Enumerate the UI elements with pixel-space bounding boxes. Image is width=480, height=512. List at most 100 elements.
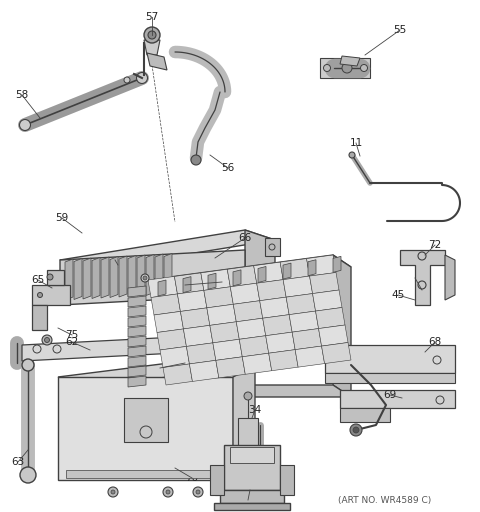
Circle shape — [141, 274, 149, 282]
Polygon shape — [233, 366, 255, 480]
Polygon shape — [65, 259, 73, 300]
Text: 66: 66 — [239, 233, 252, 243]
Polygon shape — [128, 346, 146, 357]
Text: 71: 71 — [415, 285, 429, 295]
Polygon shape — [128, 326, 146, 337]
Polygon shape — [340, 56, 360, 66]
Polygon shape — [257, 280, 286, 301]
Polygon shape — [320, 58, 370, 78]
Polygon shape — [230, 283, 260, 304]
Polygon shape — [280, 259, 310, 280]
Polygon shape — [220, 490, 284, 503]
Polygon shape — [286, 293, 315, 315]
Circle shape — [196, 490, 200, 494]
Polygon shape — [308, 260, 316, 276]
Circle shape — [20, 119, 31, 131]
Polygon shape — [58, 377, 233, 480]
Polygon shape — [66, 470, 228, 478]
Circle shape — [42, 335, 52, 345]
Polygon shape — [307, 255, 336, 276]
Polygon shape — [204, 287, 233, 308]
Circle shape — [244, 392, 252, 400]
Polygon shape — [245, 230, 275, 285]
Text: 67: 67 — [179, 358, 192, 368]
Polygon shape — [325, 345, 455, 373]
Circle shape — [191, 155, 201, 165]
Polygon shape — [263, 315, 292, 336]
Polygon shape — [216, 357, 245, 378]
Circle shape — [108, 487, 118, 497]
Circle shape — [349, 152, 355, 158]
Polygon shape — [119, 256, 127, 297]
Polygon shape — [210, 465, 224, 495]
Polygon shape — [60, 250, 245, 305]
Polygon shape — [128, 376, 146, 387]
Polygon shape — [260, 297, 289, 318]
Polygon shape — [178, 290, 207, 311]
Polygon shape — [201, 269, 230, 290]
Text: 72: 72 — [428, 240, 442, 250]
Polygon shape — [190, 360, 219, 381]
Text: 62: 62 — [65, 337, 79, 347]
Polygon shape — [92, 258, 100, 298]
Text: 69: 69 — [384, 390, 396, 400]
Polygon shape — [147, 53, 167, 70]
Polygon shape — [163, 364, 192, 385]
Circle shape — [163, 487, 173, 497]
Polygon shape — [160, 347, 190, 368]
Polygon shape — [32, 305, 47, 330]
Text: 61: 61 — [111, 260, 125, 270]
Polygon shape — [280, 465, 294, 495]
Circle shape — [37, 292, 43, 297]
Polygon shape — [312, 290, 342, 311]
Polygon shape — [144, 40, 160, 55]
Text: 75: 75 — [65, 330, 79, 340]
Polygon shape — [148, 385, 351, 397]
Circle shape — [166, 490, 170, 494]
Polygon shape — [445, 255, 455, 300]
Polygon shape — [233, 301, 263, 322]
Circle shape — [143, 276, 147, 280]
Text: 34: 34 — [248, 405, 262, 415]
Polygon shape — [258, 266, 266, 283]
Circle shape — [47, 274, 53, 280]
Polygon shape — [295, 346, 324, 367]
Polygon shape — [228, 266, 257, 287]
Circle shape — [22, 359, 34, 371]
Polygon shape — [83, 258, 91, 299]
Polygon shape — [240, 336, 269, 357]
Polygon shape — [154, 311, 183, 332]
Polygon shape — [128, 286, 146, 297]
Circle shape — [360, 65, 368, 72]
Polygon shape — [60, 230, 275, 270]
Polygon shape — [128, 316, 146, 327]
Polygon shape — [333, 257, 341, 272]
Text: 63: 63 — [12, 457, 24, 467]
Polygon shape — [183, 276, 191, 293]
Polygon shape — [208, 273, 216, 289]
Polygon shape — [124, 398, 168, 442]
Polygon shape — [157, 329, 186, 350]
Text: 55: 55 — [394, 25, 407, 35]
Polygon shape — [47, 270, 64, 285]
Polygon shape — [333, 255, 351, 397]
Text: 57: 57 — [145, 12, 158, 22]
Polygon shape — [325, 373, 455, 383]
Polygon shape — [224, 445, 280, 490]
Circle shape — [342, 63, 352, 73]
Circle shape — [136, 73, 147, 83]
Text: 70: 70 — [185, 473, 199, 483]
Text: 64: 64 — [216, 277, 228, 287]
Polygon shape — [213, 339, 242, 360]
Polygon shape — [110, 257, 118, 297]
Text: 45: 45 — [391, 290, 405, 300]
Polygon shape — [340, 390, 455, 408]
Polygon shape — [254, 262, 283, 283]
Polygon shape — [128, 366, 146, 377]
Polygon shape — [238, 418, 258, 453]
Polygon shape — [158, 280, 166, 296]
Polygon shape — [266, 332, 295, 353]
Polygon shape — [292, 329, 322, 350]
Circle shape — [148, 31, 156, 39]
Polygon shape — [32, 285, 70, 305]
